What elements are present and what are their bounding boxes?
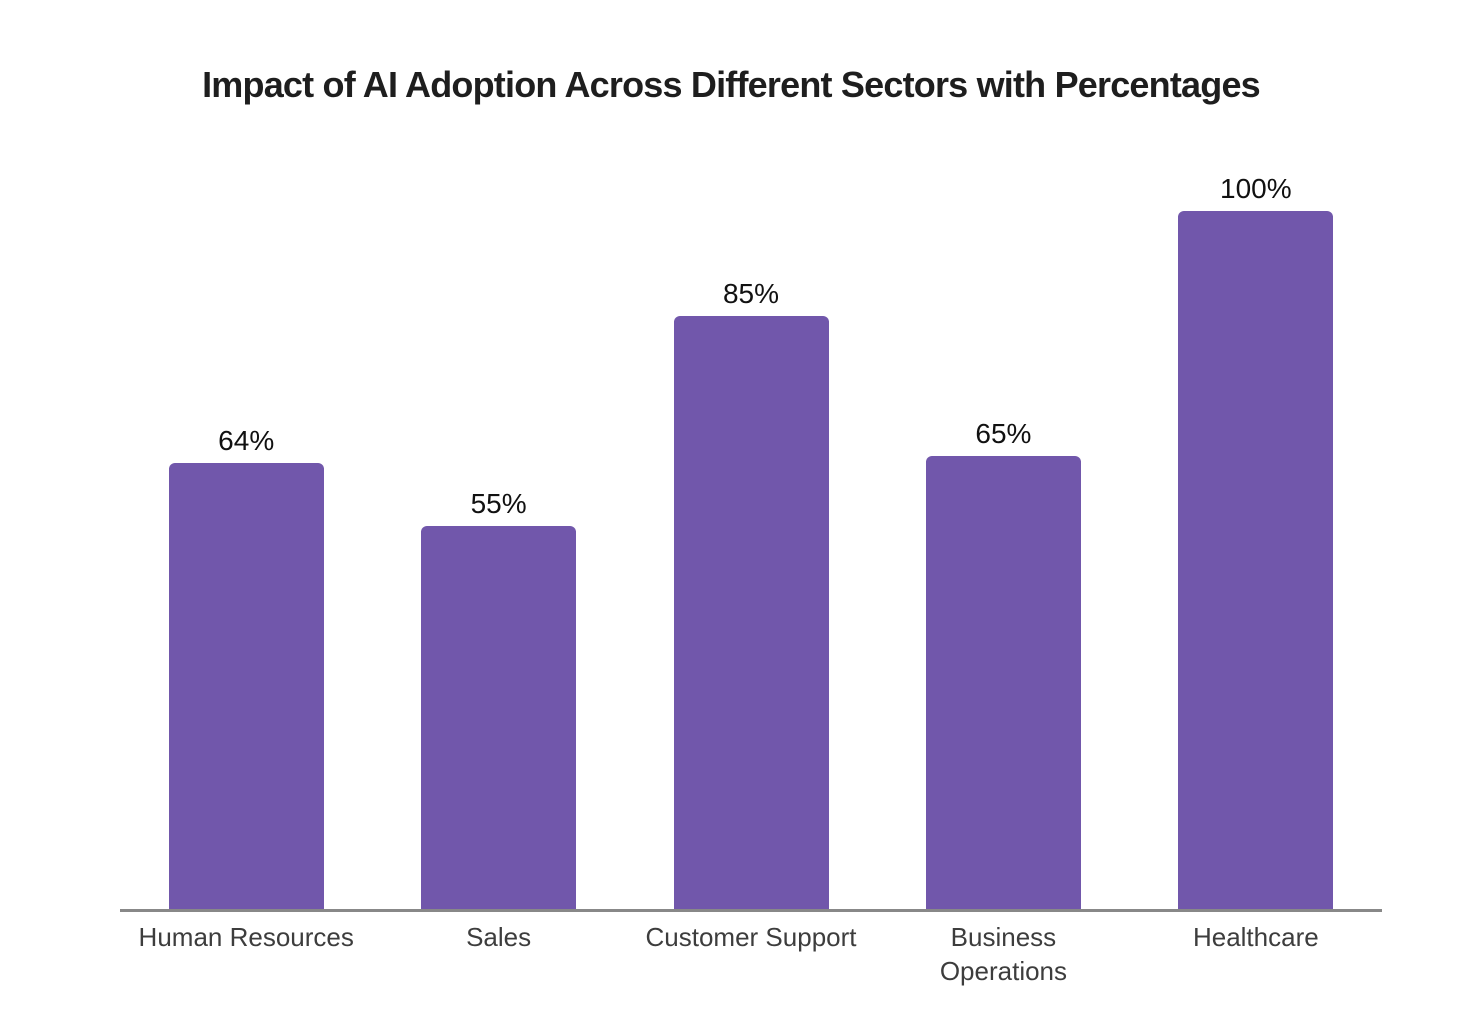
x-tick-label-customer-support: Customer Support bbox=[645, 922, 857, 952]
bar-customer-support bbox=[673, 315, 829, 910]
bar-group-human-resources: 64% bbox=[120, 211, 372, 910]
bar-value-label: 55% bbox=[470, 487, 527, 519]
x-tick-labels-row: Human Resources Sales Customer Support Busi… bbox=[120, 920, 1382, 988]
bar-sales bbox=[421, 525, 577, 910]
bar-group-healthcare: 100% bbox=[1130, 173, 1382, 910]
x-tick-label-human-resources: Human Resources bbox=[138, 922, 354, 952]
bar-group-business-operations: 65% bbox=[877, 211, 1129, 910]
bar-value-label: 64% bbox=[218, 424, 275, 456]
bar-value-label: 65% bbox=[975, 417, 1032, 449]
x-axis-line bbox=[120, 909, 1382, 912]
bar-value-label: 100% bbox=[1220, 173, 1292, 205]
bar-business-operations bbox=[925, 455, 1081, 910]
x-tick-label-sales: Sales bbox=[466, 922, 532, 952]
bar-human-resources bbox=[168, 462, 324, 910]
x-tick-label-business-operations: Business Operations bbox=[939, 922, 1068, 986]
bar-group-sales: 55% bbox=[372, 211, 624, 910]
bar-value-label: 85% bbox=[722, 278, 780, 310]
x-tick-label-healthcare: Healthcare bbox=[1192, 922, 1319, 952]
bars-row: 64% 55% 85% 65% 100% bbox=[120, 173, 1382, 910]
bar-group-customer-support: 85% bbox=[625, 211, 877, 910]
bar-healthcare bbox=[1178, 211, 1334, 910]
chart-title: Impact of AI Adoption Across Different S… bbox=[202, 64, 1261, 105]
